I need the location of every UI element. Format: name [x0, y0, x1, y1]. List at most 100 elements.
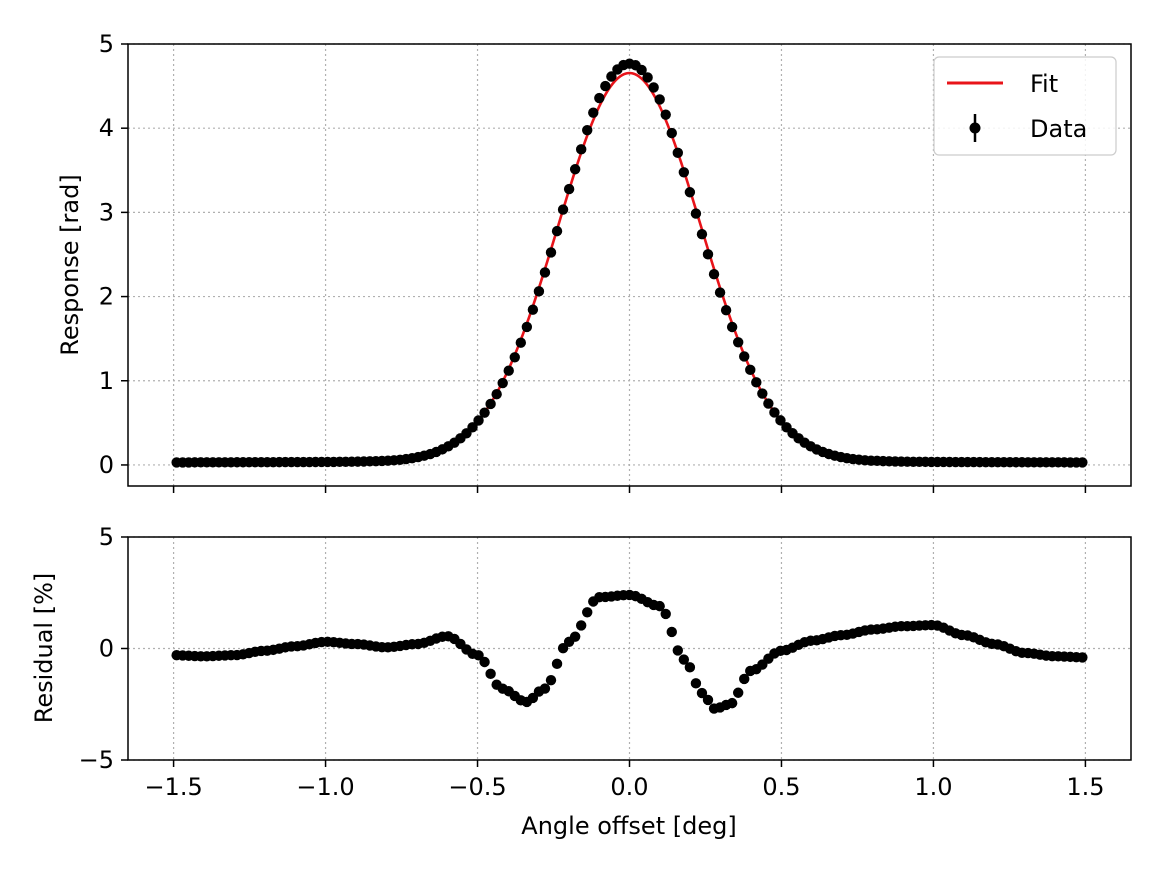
data-point [775, 415, 786, 426]
data-point [600, 80, 611, 92]
data-point [569, 164, 581, 175]
residual-point [551, 658, 563, 670]
residual-y-tick-label: −5 [79, 746, 114, 774]
legend-box [933, 56, 1117, 156]
residual-point [726, 697, 738, 709]
data-point [702, 249, 714, 260]
residual-point [672, 645, 684, 656]
residual-point [702, 694, 714, 706]
data-point [739, 351, 750, 362]
residual-point [739, 673, 750, 685]
residual-point [575, 620, 587, 631]
main-y-ticks: 0 1 2 3 4 5 [99, 30, 128, 479]
legend-fit-label: Fit [1030, 70, 1058, 98]
main-x-ticks [172, 486, 1087, 493]
residual-x-tick-label: 0.0 [610, 773, 648, 801]
x-axis-label: Angle offset [deg] [521, 812, 736, 840]
residual-y-ticks: −5 0 5 [79, 523, 128, 774]
main-y-tick-label: 5 [99, 30, 114, 58]
data-point [582, 124, 593, 136]
data-point [515, 337, 527, 348]
main-y-tick-label: 2 [99, 283, 114, 311]
data-series [171, 58, 1088, 468]
data-point [678, 167, 690, 178]
data-point [485, 398, 496, 410]
residual-x-tick-label: −1.0 [296, 773, 354, 801]
residual-point [485, 668, 496, 680]
data-point [654, 94, 665, 105]
data-point [527, 304, 539, 315]
data-point [684, 187, 696, 198]
residual-panel: −1.5 −1.0 −0.5 0.0 0.5 1.0 1.5 −5 0 5 Residual [… [30, 523, 1132, 840]
main-panel: 0 1 2 3 4 5 Response [rad] Fit Data [56, 30, 1132, 493]
legend-data-marker [969, 122, 981, 134]
data-point [708, 269, 720, 280]
data-point [666, 127, 677, 139]
residual-x-tick-label: 0.5 [762, 773, 800, 801]
data-point [575, 144, 587, 155]
data-point [642, 72, 653, 83]
data-point [497, 377, 508, 389]
data-point [521, 321, 533, 333]
main-y-tick-label: 3 [99, 198, 114, 226]
data-point [594, 92, 605, 104]
residual-y-tick-label: 5 [99, 523, 114, 551]
residual-point [690, 678, 702, 689]
data-point [732, 337, 744, 348]
data-point [763, 398, 774, 409]
data-point [714, 287, 726, 298]
data-point [503, 365, 514, 376]
data-point [648, 82, 659, 93]
main-y-tick-label: 4 [99, 114, 114, 142]
data-point [557, 204, 569, 215]
main-y-axis-label: Response [rad] [56, 174, 84, 355]
data-point [1077, 457, 1088, 468]
residual-point [582, 607, 593, 618]
residual-point [666, 626, 677, 638]
residual-point [684, 662, 696, 673]
residual-point [539, 683, 551, 694]
legend: Fit Data [933, 56, 1117, 156]
data-point [491, 388, 502, 400]
residual-x-tick-label: −1.5 [144, 773, 202, 801]
data-point [636, 64, 647, 76]
data-point [545, 247, 557, 258]
legend-data-label: Data [1030, 115, 1087, 143]
data-point [745, 364, 756, 376]
residual-x-tick-label: 1.0 [914, 773, 952, 801]
data-point [757, 388, 768, 399]
residual-series [171, 589, 1088, 714]
data-point [588, 107, 599, 118]
data-point [551, 225, 563, 237]
data-point [539, 267, 551, 278]
data-point [672, 147, 684, 159]
residual-point [660, 608, 671, 620]
data-point [467, 422, 478, 433]
residual-point [545, 674, 557, 686]
residual-point [678, 654, 690, 665]
main-y-tick-label: 0 [99, 451, 114, 479]
data-point [726, 321, 738, 333]
data-point [509, 352, 520, 363]
residual-y-tick-label: 0 [99, 635, 114, 663]
residual-point [696, 687, 708, 699]
main-y-tick-label: 1 [99, 367, 114, 395]
data-point [473, 415, 484, 426]
data-point [696, 229, 708, 240]
data-point [533, 286, 545, 297]
data-point [660, 109, 671, 120]
residual-x-ticks: −1.5 −1.0 −0.5 0.0 0.5 1.0 1.5 [144, 760, 1104, 801]
residual-x-tick-label: 1.5 [1066, 773, 1104, 801]
residual-y-axis-label: Residual [%] [30, 573, 58, 724]
data-point [479, 407, 490, 418]
residual-point [732, 687, 744, 698]
residual-point [479, 656, 490, 668]
residual-x-tick-label: −0.5 [448, 773, 506, 801]
data-point [751, 377, 762, 388]
data-point [720, 305, 732, 316]
data-point [563, 183, 575, 195]
residual-point [1077, 652, 1088, 663]
residual-point [569, 631, 581, 642]
